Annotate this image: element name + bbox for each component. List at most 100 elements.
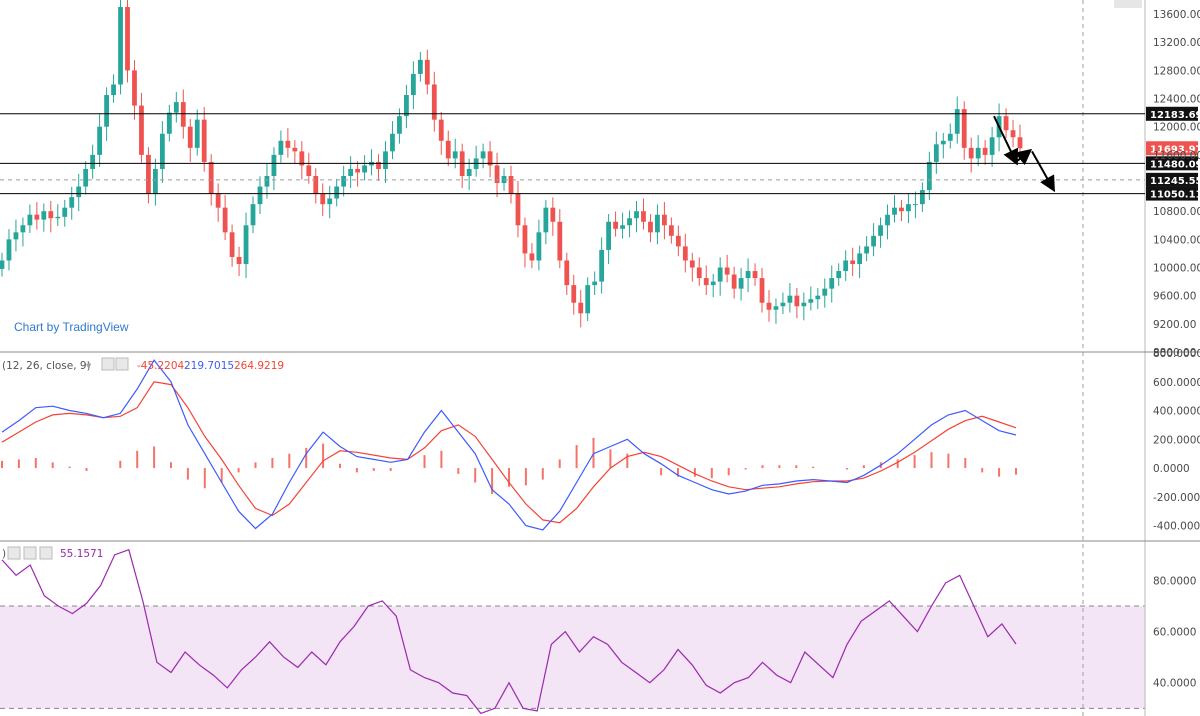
candle-body bbox=[787, 295, 793, 303]
level-label-box bbox=[1146, 141, 1198, 156]
candle-body bbox=[90, 154, 96, 169]
candle-body bbox=[27, 214, 33, 226]
candle-body bbox=[822, 288, 828, 296]
chevron-down-icon[interactable]: ▾ bbox=[86, 360, 92, 372]
candle-body bbox=[215, 193, 221, 208]
candle-body bbox=[508, 176, 514, 194]
candle-body bbox=[243, 225, 249, 264]
fullscreen-icon[interactable] bbox=[1114, 0, 1142, 8]
candle-body bbox=[529, 253, 535, 261]
candle-body bbox=[801, 302, 807, 307]
candle-body bbox=[417, 59, 423, 74]
candle-body bbox=[710, 281, 716, 286]
level-label: 11050.11 bbox=[1150, 190, 1200, 201]
level-label-box bbox=[1146, 172, 1198, 187]
rsi-tick-label: 80.0000 bbox=[1153, 575, 1196, 587]
candle-body bbox=[466, 168, 472, 176]
candle-body bbox=[341, 176, 347, 187]
candle-body bbox=[968, 147, 974, 159]
candle-body bbox=[899, 207, 904, 212]
candle-body bbox=[857, 253, 863, 264]
close-icon[interactable] bbox=[39, 546, 53, 560]
candle-body bbox=[989, 137, 995, 155]
candle-body bbox=[348, 168, 354, 176]
candle-body bbox=[452, 151, 458, 159]
candle-body bbox=[76, 186, 82, 198]
candle-body bbox=[41, 211, 47, 220]
projection-arrow bbox=[993, 115, 1019, 166]
projection-arrow bbox=[1014, 148, 1033, 166]
level-label-box bbox=[1146, 186, 1198, 201]
candle-body bbox=[954, 109, 960, 134]
macd-tick-label: -200.0000 bbox=[1153, 492, 1200, 504]
candle-body bbox=[913, 204, 918, 206]
rsi-axis: 80.0000 60.0000 40.0000 bbox=[1153, 575, 1196, 689]
level-label: 11693.97 bbox=[1150, 144, 1200, 155]
candle-body bbox=[752, 271, 758, 279]
price-tick-label: 9600.00 bbox=[1153, 291, 1196, 303]
candle-body bbox=[947, 133, 953, 141]
candle-body bbox=[550, 207, 556, 222]
price-tick-label: 10800.00 bbox=[1153, 206, 1200, 218]
rsi-panel bbox=[0, 548, 1145, 715]
rsi-paren-icon: ) bbox=[2, 548, 6, 560]
rsi-legend: ) 55.1571 bbox=[2, 546, 103, 560]
macd-tick-label: 400.0000 bbox=[1153, 406, 1200, 418]
candle-body bbox=[118, 7, 123, 85]
projection-arrows bbox=[993, 115, 1055, 193]
candle-body bbox=[599, 249, 605, 282]
horizontal-levels: 12183.69 11693.97 11480.09 11245.55 11050.11 bbox=[0, 106, 1200, 201]
macd-tick-label: 800.0000 bbox=[1153, 348, 1200, 360]
price-tick-label: 11600.00 bbox=[1153, 150, 1200, 162]
level-label-box bbox=[1146, 106, 1198, 121]
candle-body bbox=[648, 221, 653, 233]
candle-body bbox=[55, 216, 61, 219]
macd-params: (12, 26, close, 9) bbox=[2, 360, 91, 372]
candle-body bbox=[132, 70, 137, 106]
candle-body bbox=[961, 109, 967, 148]
candle-body bbox=[494, 165, 500, 184]
candle-body bbox=[717, 267, 723, 282]
candle-body bbox=[6, 239, 12, 261]
candle-body bbox=[794, 295, 800, 307]
candle-body bbox=[759, 278, 765, 303]
macd-panel bbox=[1, 359, 1017, 531]
candle-body bbox=[355, 168, 361, 173]
candle-body bbox=[975, 147, 981, 159]
candle-body bbox=[864, 246, 870, 254]
macd-histogram-value: -45.2204 bbox=[137, 360, 185, 372]
candle-body bbox=[655, 214, 660, 233]
level-label-box bbox=[1146, 156, 1198, 171]
candle-body bbox=[208, 161, 214, 194]
candle-body bbox=[111, 84, 116, 96]
candle-body bbox=[871, 235, 876, 247]
candle-body bbox=[250, 204, 256, 226]
candle-body bbox=[731, 274, 737, 289]
candle-body bbox=[424, 59, 430, 85]
candle-body bbox=[125, 7, 130, 71]
candle-body bbox=[480, 151, 486, 159]
candle-body bbox=[668, 225, 674, 236]
price-tick-label: 10000.00 bbox=[1153, 263, 1200, 275]
candle-body bbox=[410, 73, 416, 96]
macd-line-value: 219.7015 bbox=[184, 360, 234, 372]
eye-icon[interactable] bbox=[7, 546, 21, 560]
candle-body bbox=[166, 112, 172, 134]
candle-body bbox=[292, 147, 298, 152]
candle-body bbox=[620, 225, 625, 229]
candle-body bbox=[404, 95, 409, 117]
candle-body bbox=[229, 232, 235, 257]
level-label: 11480.09 bbox=[1150, 159, 1200, 170]
candle-body bbox=[940, 140, 946, 145]
candle-body bbox=[222, 207, 228, 233]
macd-tick-label: 600.0000 bbox=[1153, 377, 1200, 389]
close-icon[interactable] bbox=[115, 357, 129, 371]
candle-body bbox=[682, 246, 688, 261]
candle-body bbox=[878, 225, 883, 236]
tradingview-watermark: Chart by TradingView bbox=[14, 320, 129, 334]
candle-body bbox=[187, 126, 193, 148]
candle-body bbox=[69, 197, 75, 208]
candle-body bbox=[487, 151, 493, 166]
settings-icon[interactable] bbox=[101, 357, 115, 371]
settings-icon[interactable] bbox=[23, 546, 37, 560]
